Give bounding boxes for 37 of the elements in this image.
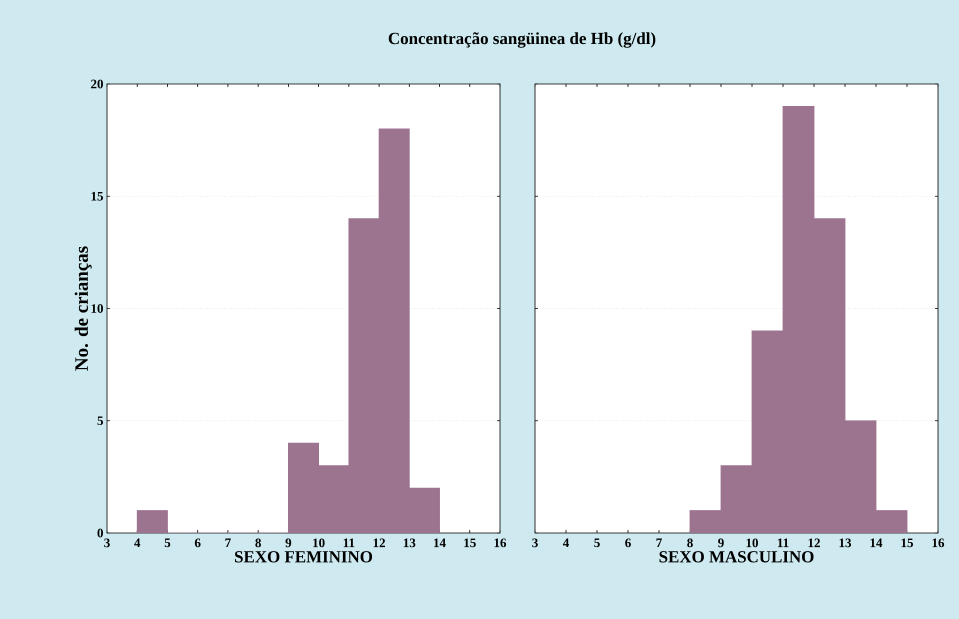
- y-tick-label: 0: [98, 528, 103, 538]
- x-tick-label: 4: [134, 538, 140, 548]
- x-tick-label: 5: [594, 538, 600, 548]
- chart-title: Concentração sangüinea de Hb (g/dl): [388, 32, 656, 48]
- x-axis-title: SEXO MASCULINO: [660, 551, 814, 562]
- x-tick-label: 13: [840, 538, 852, 548]
- y-tick-label: 20: [91, 80, 103, 88]
- x-tick-label: 3: [104, 538, 110, 548]
- x-tick-label: 12: [808, 538, 820, 548]
- x-tick-label: 16: [494, 538, 506, 548]
- x-tick-label: 9: [718, 538, 724, 548]
- x-tick-label: 5: [164, 538, 170, 548]
- x-tick-label: 13: [404, 538, 416, 548]
- x-tick-label: 14: [434, 538, 446, 548]
- x-tick-label: 10: [746, 538, 758, 548]
- x-tick-label: 6: [625, 538, 631, 548]
- x-tick-label: 10: [313, 538, 325, 548]
- x-axis-title: SEXO FEMININO: [235, 551, 372, 562]
- x-tick-label: 7: [225, 538, 231, 547]
- y-tick-label: 15: [92, 192, 104, 201]
- y-tick-label: 10: [92, 304, 103, 313]
- x-tick-label: 3: [532, 538, 538, 548]
- x-tick-label: 15: [902, 538, 914, 548]
- x-tick-label: 8: [687, 538, 693, 548]
- x-tick-label: 7: [656, 538, 662, 547]
- x-tick-label: 14: [870, 538, 882, 548]
- x-tick-label: 8: [255, 538, 261, 548]
- y-tick-label: 5: [98, 416, 104, 426]
- x-tick-label: 9: [286, 538, 292, 548]
- x-tick-label: 12: [374, 538, 386, 548]
- x-tick-label: 6: [194, 538, 201, 548]
- x-tick-label: 4: [562, 538, 569, 548]
- x-tick-label: 11: [778, 538, 788, 548]
- x-tick-label: 16: [932, 538, 944, 548]
- y-axis-title: No. de crianças: [74, 246, 92, 371]
- x-tick-label: 11: [344, 538, 354, 548]
- x-tick-label: 15: [464, 538, 476, 548]
